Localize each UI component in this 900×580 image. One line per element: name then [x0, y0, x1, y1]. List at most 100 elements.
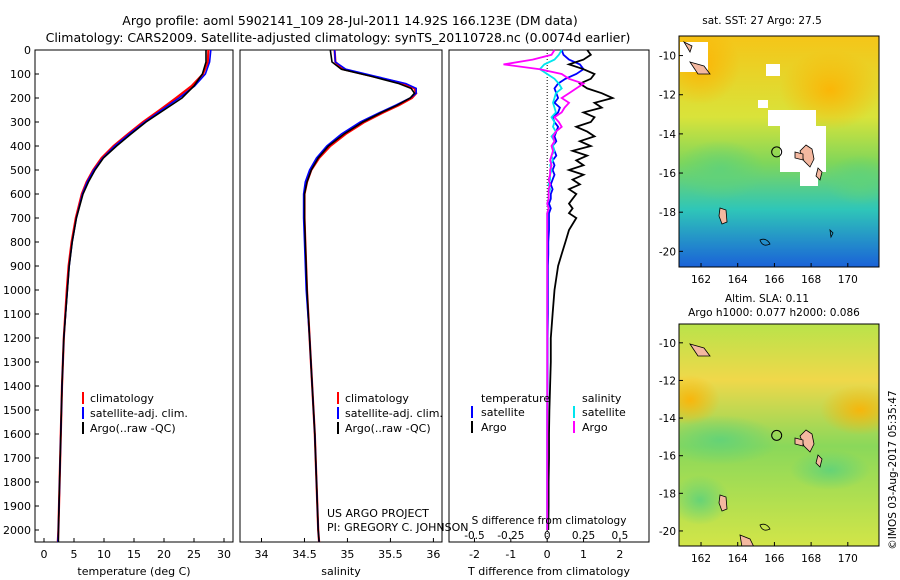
- salinity-series-group: [302, 49, 418, 543]
- island-shape: [718, 207, 728, 225]
- map-y-tick-label: -10: [659, 51, 676, 63]
- salinity-legend: climatology satellite-adj. clim. Argo(..…: [337, 392, 443, 435]
- sla-map-axes: 162 164 166 168 170 -10 -12 -14 -16 -18 -20: [659, 338, 858, 565]
- map-y-tick-label: -18: [659, 207, 676, 219]
- map-x-tick-label: 170: [838, 274, 858, 286]
- sla-map-frame: [678, 323, 880, 547]
- depth-tick-label: 0: [24, 44, 31, 57]
- sst-green-patch: [679, 140, 765, 200]
- sst-warm-patch: [780, 50, 879, 130]
- legend-label-argo: Argo(..raw -QC): [345, 422, 431, 435]
- map-x-tick-label: 168: [801, 274, 821, 286]
- salinity-panel: [239, 49, 443, 543]
- sst-map: sat. SST: 27 Argo: 27.5 162 164 166 168 170 -…: [659, 15, 880, 286]
- sla-map-title-line1: Altim. SLA: 0.11: [725, 293, 809, 305]
- map-x-tick-label: 170: [838, 553, 858, 565]
- cloud-mask: [768, 110, 816, 126]
- t-difference-tick-label: 0: [544, 548, 551, 561]
- cloud-mask: [766, 64, 780, 76]
- cloud-mask: [800, 172, 818, 186]
- temperature-tick-label: 20: [157, 548, 171, 561]
- difference-series-group: [503, 49, 616, 542]
- map-y-tick-label: -16: [659, 451, 676, 463]
- island-shape: [815, 454, 823, 468]
- sst-map-axes: 162 164 166 168 170 -10 -12 -14 -16 -18 -20: [659, 51, 858, 286]
- depth-tick-label: 800: [10, 236, 31, 249]
- temperature-legend: climatology satellite-adj. clim. Argo(..…: [82, 392, 188, 435]
- salinity-tick-label: 35.5: [378, 548, 403, 561]
- sst-green-patch: [825, 155, 879, 205]
- depth-tick-label: 1200: [3, 332, 31, 345]
- legend-label-temperature-argo: Argo: [481, 421, 507, 434]
- legend-label-climatology: climatology: [90, 392, 154, 405]
- salinity-tick-label: 36: [426, 548, 440, 561]
- island-shape: [689, 61, 711, 75]
- sla-low-patch: [679, 475, 730, 525]
- figure-title-line2: Climatology: CARS2009. Satellite-adjuste…: [46, 30, 631, 45]
- island-shape: [794, 151, 804, 161]
- argo-float-marker: [771, 146, 783, 158]
- legend-label-satellite: satellite-adj. clim.: [345, 407, 443, 420]
- legend-label-satellite: satellite-adj. clim.: [90, 407, 188, 420]
- temperature-tick-label: 30: [217, 548, 231, 561]
- t-difference-tick-label: 1: [580, 548, 587, 561]
- depth-tick-label: 1500: [3, 404, 31, 417]
- s-difference-tick-label: 0.5: [612, 530, 629, 542]
- legend-header-temperature: temperature: [481, 392, 550, 405]
- map-y-tick-label: -16: [659, 168, 676, 180]
- salinity-axis-label: salinity: [321, 565, 361, 578]
- map-x-tick-label: 168: [801, 553, 821, 565]
- island-shape: [718, 494, 728, 512]
- legend-label-temperature-satellite: satellite: [481, 406, 525, 419]
- island-shape: [689, 343, 711, 357]
- sla-map: Altim. SLA: 0.11 Argo h1000: 0.077 h2000…: [659, 293, 880, 565]
- sla-low-patch: [679, 415, 780, 465]
- reef-outline: [759, 523, 771, 531]
- temperature-tick-label: 0: [41, 548, 48, 561]
- island-shape: [815, 167, 823, 181]
- depth-tick-label: 700: [10, 212, 31, 225]
- depth-tick-label: 100: [10, 68, 31, 81]
- s-difference-tick-label: 0: [544, 530, 551, 542]
- depth-tick-label: 1000: [3, 284, 31, 297]
- sst-map-frame: [678, 35, 880, 268]
- salinity-tick-label: 35: [340, 548, 354, 561]
- depth-tick-label: 400: [10, 140, 31, 153]
- depth-tick-label: 1600: [3, 428, 31, 441]
- depth-tick-label: 1700: [3, 452, 31, 465]
- depth-tick-label: 1800: [3, 476, 31, 489]
- difference-line-salinity-argo: [503, 49, 586, 530]
- cloud-mask: [758, 100, 768, 108]
- series-line-satellite-adj-clim-: [57, 49, 212, 543]
- x-axes-group: 0 5 10 15 20 25 30 34 34.5 35 35.5 36 -2 -1 0 1 2 -0.5 -0.…: [41, 530, 629, 561]
- difference-line-temperature-argo: [547, 49, 616, 531]
- series-line-climatology: [56, 49, 210, 543]
- argo-float-marker: [771, 429, 783, 441]
- project-label: US ARGO PROJECT: [327, 507, 429, 520]
- sla-map-title-line2: Argo h1000: 0.077 h2000: 0.086: [688, 307, 860, 319]
- temperature-panel: [34, 49, 234, 543]
- map-y-tick-label: -18: [659, 488, 676, 500]
- t-difference-axis-label: T difference from climatology: [467, 565, 630, 578]
- sla-high-patch: [679, 375, 720, 425]
- map-y-tick-label: -10: [659, 338, 676, 350]
- s-difference-tick-label: 0.25: [572, 530, 595, 542]
- map-x-tick-label: 164: [728, 274, 748, 286]
- depth-tick-label: 1100: [3, 308, 31, 321]
- temperature-tick-label: 25: [187, 548, 201, 561]
- depth-tick-label: 1300: [3, 356, 31, 369]
- depth-tick-label: 1400: [3, 380, 31, 393]
- map-x-tick-label: 162: [691, 553, 711, 565]
- difference-panel: [448, 49, 650, 543]
- temperature-axis-label: temperature (deg C): [77, 565, 190, 578]
- map-y-tick-label: -20: [659, 246, 676, 258]
- figure-title-line1: Argo profile: aoml 5902141_109 28-Jul-20…: [122, 13, 577, 28]
- temperature-series-group: [56, 49, 212, 543]
- island-shape: [799, 429, 815, 453]
- sst-map-title: sat. SST: 27 Argo: 27.5: [702, 15, 822, 27]
- map-x-tick-label: 166: [764, 274, 784, 286]
- depth-axis: 0 100 200 300 400 500 600 700 800 900 1000 1100 1200…: [3, 44, 39, 537]
- s-difference-axis-label: S difference from climatology: [472, 515, 627, 527]
- temperature-tick-label: 15: [127, 548, 141, 561]
